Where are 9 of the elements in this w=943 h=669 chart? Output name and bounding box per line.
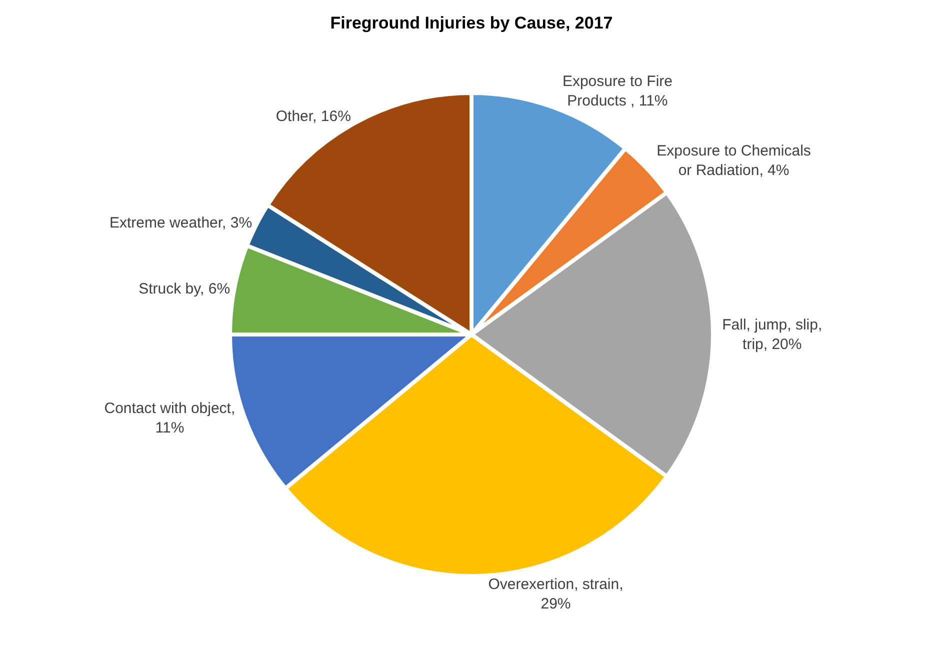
slice-label: Struck by, 6% <box>138 280 230 298</box>
slice-label: Overexertion, strain, 29% <box>488 576 624 612</box>
slice-label: Exposure to Chemicals or Radiation, 4% <box>656 142 811 179</box>
slice-label: Extreme weather, 3% <box>109 214 252 232</box>
slice-label: Other, 16% <box>276 108 351 125</box>
slice-label: Exposure to Fire Products , 11% <box>562 72 672 110</box>
slice-label: Contact with object, 11% <box>104 400 236 437</box>
chart-title: Fireground Injuries by Cause, 2017 <box>330 14 613 33</box>
slice-label: Fall, jump, slip, trip, 20% <box>722 316 822 353</box>
